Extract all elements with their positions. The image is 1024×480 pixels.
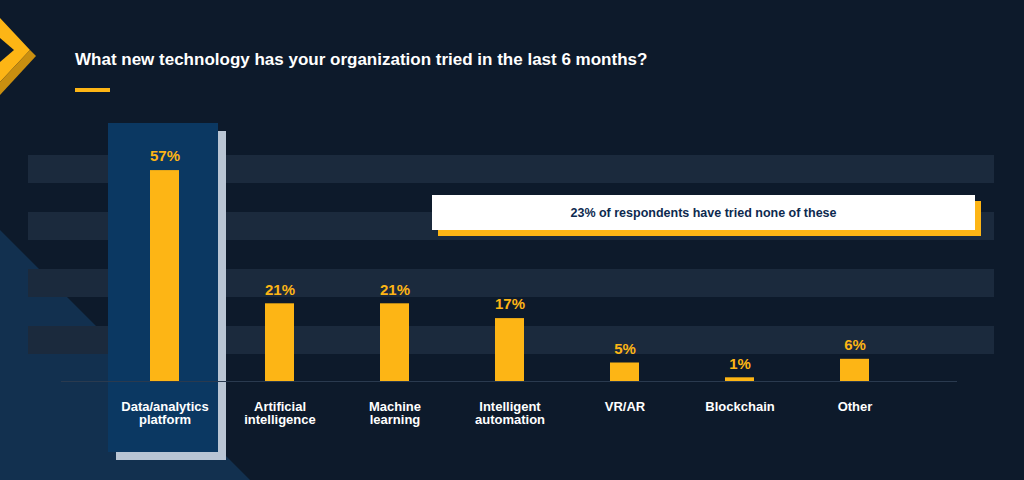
html-text:What new technology has your o: What new technology has your organizatio… bbox=[75, 50, 648, 69]
svg-text:6%: 6% bbox=[844, 336, 866, 353]
svg-text:21%: 21% bbox=[265, 281, 295, 298]
svg-text:1%: 1% bbox=[729, 355, 751, 372]
svg-text:17%: 17% bbox=[495, 295, 525, 312]
svg-text:57%: 57% bbox=[150, 147, 180, 164]
svg-text:Other: Other bbox=[838, 399, 873, 414]
svg-text:5%: 5% bbox=[614, 340, 636, 357]
svg-text:Intelligentautomation: Intelligentautomation bbox=[475, 399, 545, 427]
svg-text:21%: 21% bbox=[380, 281, 410, 298]
svg-text:Blockchain: Blockchain bbox=[705, 399, 774, 414]
svg-text:Artificialintelligence: Artificialintelligence bbox=[244, 399, 316, 427]
svg-text:Machinelearning: Machinelearning bbox=[369, 399, 421, 427]
html-text:23% of respondents have tried: 23% of respondents have tried none of th… bbox=[570, 205, 837, 220]
svg-text:VR/AR: VR/AR bbox=[605, 399, 646, 414]
svg-text:Data/analyticsplatform: Data/analyticsplatform bbox=[121, 399, 208, 427]
